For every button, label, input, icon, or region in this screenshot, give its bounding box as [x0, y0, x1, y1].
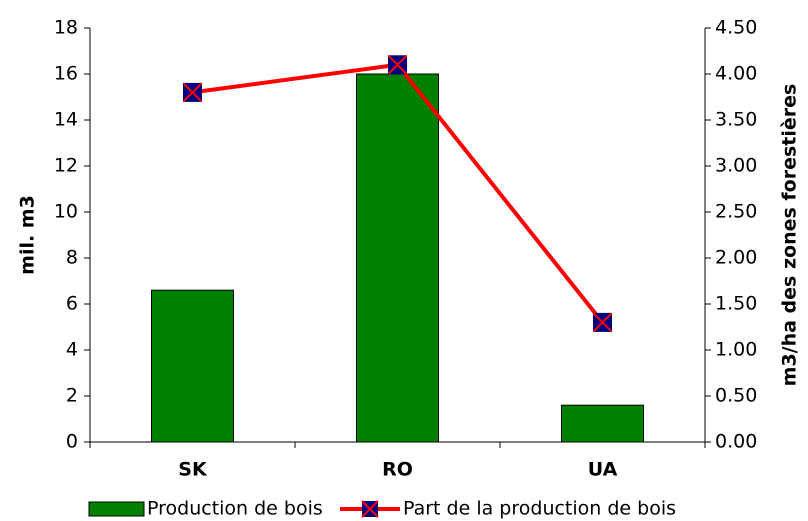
y2-tick-label: 4.00 [715, 63, 757, 85]
line-marker [387, 55, 408, 75]
y2-tick-label: 3.50 [715, 109, 757, 131]
y2-tick-label: 0.00 [715, 431, 757, 453]
line-marker [592, 312, 613, 333]
y-tick-label: 18 [54, 17, 78, 39]
y2-tick-label: 0.50 [715, 385, 757, 407]
y2-tick-label: 4.50 [715, 17, 757, 39]
y2-tick-label: 1.50 [715, 293, 757, 315]
y-tick-label: 12 [54, 155, 78, 177]
y-tick-label: 2 [66, 385, 78, 407]
y-tick-label: 10 [54, 201, 78, 223]
legend-label: Production de bois [147, 498, 323, 520]
y-tick-label: 0 [66, 431, 78, 453]
y-tick-label: 6 [66, 293, 78, 315]
y-tick-label: 16 [54, 63, 78, 85]
y2-tick-label: 2.50 [715, 201, 757, 223]
y2-tick-label: 1.00 [715, 339, 757, 361]
y-tick-label: 14 [54, 109, 78, 131]
y-tick-label: 4 [66, 339, 78, 361]
line-marker [182, 82, 203, 103]
y-tick-label: 8 [66, 247, 78, 269]
x-tick-label: SK [178, 459, 208, 481]
bar [356, 73, 439, 443]
x-tick-label: RO [382, 459, 413, 481]
bar [561, 404, 644, 443]
y2-tick-label: 3.00 [715, 155, 757, 177]
legend-label: Part de la production de bois [403, 498, 676, 520]
legend-swatch [88, 501, 145, 517]
legend-marker [361, 500, 379, 518]
y2-axis-label: m3/ha des zones forestières [779, 84, 801, 387]
y-axis-label: mil. m3 [17, 195, 39, 275]
y2-tick-label: 2.00 [715, 247, 757, 269]
x-tick-label: UA [588, 459, 618, 481]
bar [151, 289, 234, 443]
